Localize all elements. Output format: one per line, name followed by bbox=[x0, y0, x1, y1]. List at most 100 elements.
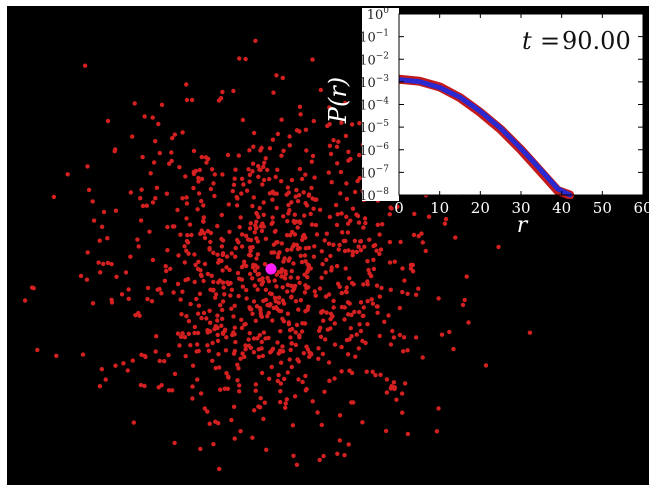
particle-point bbox=[327, 122, 332, 127]
particle-point bbox=[255, 239, 260, 244]
particle-point bbox=[199, 315, 204, 321]
particle-point bbox=[334, 222, 340, 228]
particle-point bbox=[220, 252, 225, 258]
particle-point bbox=[232, 436, 237, 441]
particle-point bbox=[377, 294, 382, 299]
particle-point bbox=[184, 238, 190, 244]
particle-point bbox=[237, 389, 242, 394]
particle-point bbox=[206, 156, 211, 162]
particle-point bbox=[184, 82, 189, 87]
particle-point bbox=[439, 332, 445, 337]
particle-point bbox=[256, 271, 262, 277]
particle-point bbox=[365, 279, 370, 284]
particle-point bbox=[292, 232, 298, 237]
particle-point bbox=[244, 263, 249, 269]
particle-point bbox=[337, 242, 342, 248]
particle-point bbox=[128, 254, 133, 259]
particle-point bbox=[227, 267, 232, 273]
particle-point bbox=[195, 342, 200, 347]
particle-point bbox=[336, 139, 341, 144]
particle-point bbox=[154, 334, 159, 339]
particle-point bbox=[278, 329, 283, 334]
particle-point bbox=[217, 278, 222, 283]
particle-point bbox=[349, 122, 355, 127]
particle-point bbox=[280, 285, 285, 290]
particle-point bbox=[212, 193, 217, 199]
particle-point bbox=[288, 335, 293, 340]
particle-point bbox=[271, 305, 276, 311]
particle-point bbox=[281, 214, 286, 219]
particle-point bbox=[403, 138, 408, 143]
particle-point bbox=[150, 200, 156, 205]
particle-point bbox=[165, 224, 170, 230]
particle-point bbox=[394, 397, 399, 402]
particle-point bbox=[340, 230, 345, 235]
particle-point bbox=[312, 244, 317, 249]
particle-point bbox=[205, 228, 211, 234]
particle-point bbox=[128, 190, 133, 195]
particle-point bbox=[239, 176, 245, 181]
particle-point bbox=[263, 287, 269, 292]
particle-point bbox=[272, 229, 278, 234]
particle-point bbox=[331, 242, 336, 247]
particle-point bbox=[132, 101, 137, 106]
particle-point bbox=[289, 341, 294, 346]
particle-point bbox=[334, 144, 340, 149]
particle-point bbox=[395, 204, 400, 209]
particle-point bbox=[193, 262, 198, 268]
particle-point bbox=[231, 404, 237, 409]
particle-point bbox=[211, 279, 216, 285]
particle-point bbox=[220, 330, 225, 336]
particle-point bbox=[386, 179, 392, 184]
particle-point bbox=[235, 378, 240, 383]
particle-point bbox=[298, 298, 304, 303]
particle-point bbox=[297, 333, 302, 338]
particle-point bbox=[246, 252, 252, 258]
particle-point bbox=[253, 226, 259, 231]
particle-point bbox=[177, 165, 182, 170]
particle-point bbox=[213, 295, 218, 300]
particle-point bbox=[343, 289, 349, 294]
particle-point bbox=[306, 285, 311, 290]
particle-point bbox=[434, 429, 440, 434]
particle-point bbox=[186, 319, 192, 324]
particle-point bbox=[360, 420, 365, 425]
particle-point bbox=[220, 89, 225, 95]
particle-point bbox=[315, 410, 320, 415]
particle-point bbox=[142, 383, 147, 389]
particle-point bbox=[407, 164, 412, 170]
particle-point bbox=[270, 346, 276, 351]
particle-point bbox=[177, 343, 182, 348]
particle-point bbox=[215, 223, 220, 229]
particle-point bbox=[257, 332, 262, 338]
particle-point bbox=[262, 400, 267, 405]
particle-point bbox=[261, 416, 266, 422]
particle-point bbox=[278, 381, 284, 386]
particle-point bbox=[225, 280, 230, 285]
particle-point bbox=[420, 355, 425, 360]
particle-point bbox=[384, 390, 390, 395]
particle-point bbox=[286, 320, 291, 325]
particle-point bbox=[285, 289, 290, 294]
particle-point bbox=[185, 233, 190, 238]
particle-point bbox=[283, 401, 288, 406]
particle-point bbox=[374, 283, 380, 288]
particle-point bbox=[256, 354, 262, 360]
particle-point bbox=[213, 292, 219, 297]
particle-point bbox=[327, 105, 332, 110]
particle-point bbox=[350, 253, 355, 258]
particle-point bbox=[244, 287, 249, 293]
particle-point bbox=[227, 229, 232, 234]
particle-point bbox=[123, 270, 129, 275]
particle-point bbox=[292, 394, 298, 399]
particle-point bbox=[209, 167, 215, 172]
particle-point bbox=[332, 321, 337, 326]
particle-point bbox=[451, 346, 456, 352]
particle-point bbox=[275, 167, 280, 172]
particle-point bbox=[287, 327, 293, 333]
particle-point bbox=[221, 285, 226, 290]
particle-point bbox=[183, 174, 188, 179]
particle-point bbox=[149, 299, 155, 304]
particle-point bbox=[387, 212, 392, 217]
particle-point bbox=[358, 248, 364, 253]
